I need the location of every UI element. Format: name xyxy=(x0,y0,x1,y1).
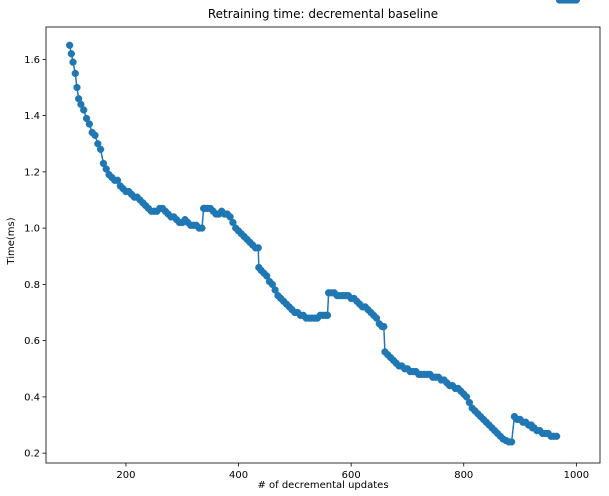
data-point xyxy=(67,50,75,58)
data-point xyxy=(380,322,388,331)
data-point xyxy=(71,69,79,78)
ticks: 200 400 600 800 1000 0.2 0.4 0.6 0.8 1.0 1.2 1.4 1.6 xyxy=(24,55,589,481)
y-tick-label: 0.2 xyxy=(24,449,40,460)
data-point xyxy=(323,311,332,319)
data-point xyxy=(73,83,81,92)
data-point xyxy=(553,432,561,440)
x-tick-label: 800 xyxy=(454,470,473,481)
y-axis-label: Time(ms) xyxy=(6,217,17,265)
data-point xyxy=(198,224,206,232)
data-point xyxy=(85,120,93,128)
data-point xyxy=(96,145,105,154)
data-point xyxy=(80,106,88,114)
y-tick-label: 1.2 xyxy=(24,167,40,178)
y-tick-label: 0.8 xyxy=(24,280,40,291)
x-tick-label: 600 xyxy=(342,470,361,481)
y-tick-label: 1.4 xyxy=(24,111,40,122)
x-tick-label: 1000 xyxy=(564,470,589,481)
y-tick-label: 1.0 xyxy=(24,224,40,235)
series-line xyxy=(68,45,557,443)
data-point xyxy=(69,58,77,66)
y-tick-label: 0.6 xyxy=(24,336,40,347)
chart-title: Retraining time: decremental baseline xyxy=(208,7,438,21)
data-point xyxy=(507,438,516,446)
data-point xyxy=(66,41,74,49)
data-series xyxy=(66,0,580,446)
data-point xyxy=(91,131,99,139)
y-tick-label: 1.6 xyxy=(24,55,40,66)
axes xyxy=(45,26,601,464)
x-axis-label: # of decremental updates xyxy=(257,480,388,491)
plot-frame xyxy=(45,26,601,464)
x-tick-label: 200 xyxy=(116,470,135,481)
x-tick-label: 400 xyxy=(229,470,248,481)
data-point xyxy=(254,244,262,252)
data-point xyxy=(572,0,580,4)
y-tick-label: 0.4 xyxy=(24,392,40,403)
